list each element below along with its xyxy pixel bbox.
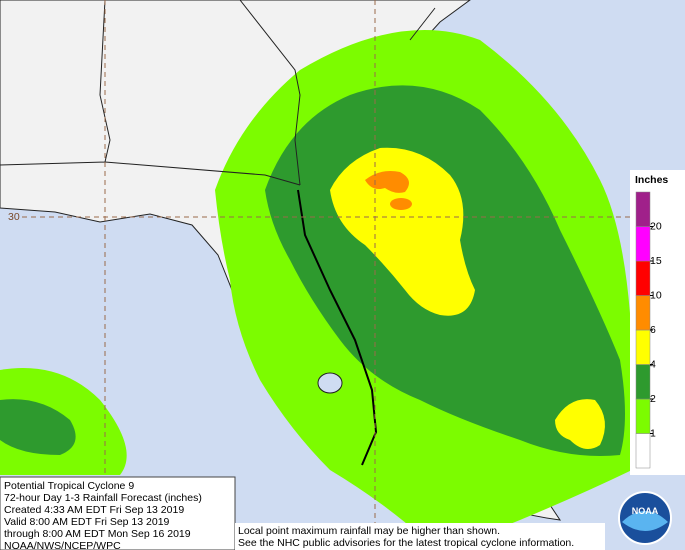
notes-box: Local point maximum rainfall may be high… <box>235 523 605 550</box>
logo-text: NOAA <box>632 506 659 516</box>
info-line: Created 4:33 AM EDT Fri Sep 13 2019 <box>4 504 184 516</box>
legend-label: 20 <box>650 221 662 233</box>
latitude-label: 30 <box>8 211 20 223</box>
info-line: Potential Tropical Cyclone 9 <box>4 480 134 492</box>
legend-label: 6 <box>650 324 656 336</box>
lake <box>317 372 343 394</box>
legend-swatch <box>635 295 651 331</box>
rain-6-10 <box>365 171 409 193</box>
rain-2-4 <box>0 399 76 455</box>
note-line: Local point maximum rainfall may be high… <box>238 525 500 537</box>
legend-label: 4 <box>650 359 656 371</box>
note-line: See the NHC public advisories for the la… <box>238 537 574 549</box>
legend-title: Inches <box>635 174 668 186</box>
info-box: Potential Tropical Cyclone 972-hour Day … <box>0 476 236 550</box>
logo-wave <box>622 511 668 531</box>
legend-swatch <box>635 226 651 262</box>
legend-label: 10 <box>650 290 662 302</box>
legend: Inches 1 2 4 6 10 15 20 <box>630 170 685 475</box>
rain-6-10 <box>390 198 412 210</box>
info-line: Valid 8:00 AM EDT Fri Sep 13 2019 <box>4 516 170 528</box>
rain-4-6 <box>555 399 605 449</box>
legend-swatch <box>635 364 651 400</box>
legend-swatch <box>635 398 651 434</box>
legend-swatch <box>635 191 651 227</box>
legend-label: 1 <box>650 428 656 440</box>
legend-label: 2 <box>650 393 656 405</box>
info-line: through 8:00 AM EDT Mon Sep 16 2019 <box>4 528 191 540</box>
notes-panel <box>235 523 605 550</box>
rain-4-6 <box>330 147 475 316</box>
legend-swatch <box>635 433 651 469</box>
coastline <box>297 189 378 466</box>
info-line: NOAA/NWS/NCEP/WPC <box>4 540 121 550</box>
info-line: 72-hour Day 1-3 Rainfall Forecast (inche… <box>4 492 202 504</box>
info-panel <box>0 476 236 550</box>
legend-swatch <box>635 260 651 296</box>
legend-swatch <box>635 329 651 365</box>
legend-label: 15 <box>650 255 662 267</box>
